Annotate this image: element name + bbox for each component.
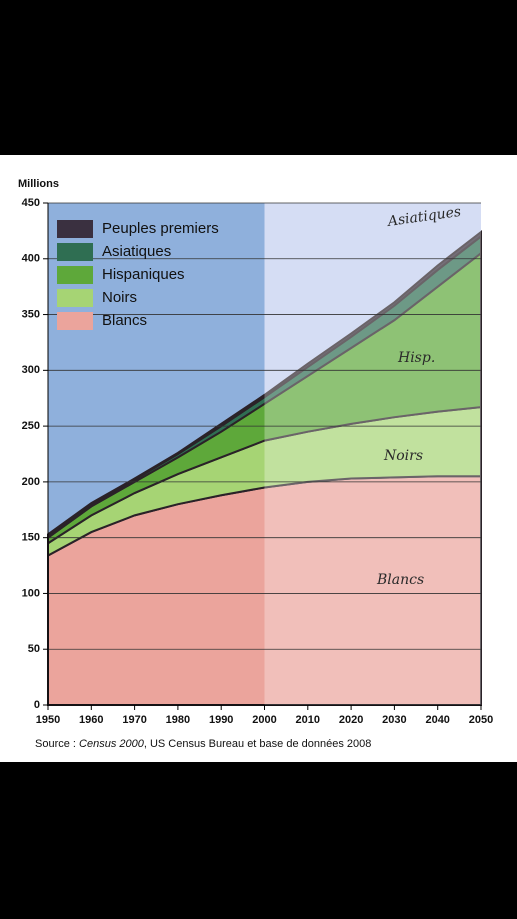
legend-swatch <box>57 243 93 261</box>
legend-label: Hispaniques <box>102 266 185 283</box>
source-prefix: Source : <box>35 738 79 750</box>
legend-swatch <box>57 266 93 284</box>
x-tick-label: 1990 <box>209 714 233 726</box>
legend-swatch <box>57 220 93 238</box>
legend-swatch <box>57 289 93 307</box>
area <box>47 229 482 538</box>
projection-overlay <box>264 203 481 705</box>
legend-swatch <box>57 312 93 330</box>
x-tick-label: 2050 <box>469 714 493 726</box>
y-tick-label: 100 <box>22 587 40 599</box>
legend-label: Asiatiques <box>102 243 171 260</box>
legend-label: Peuples premiers <box>102 220 219 237</box>
y-tick-label: 200 <box>22 476 40 488</box>
source-italic: Census 2000 <box>79 738 145 750</box>
x-tick-label: 1950 <box>36 714 60 726</box>
x-tick-label: 2000 <box>252 714 276 726</box>
y-tick-label: 300 <box>22 364 40 376</box>
x-tick-label: 2040 <box>425 714 449 726</box>
x-tick-label: 2010 <box>296 714 320 726</box>
x-tick-label: 2030 <box>382 714 406 726</box>
annotation: Blancs <box>376 572 424 588</box>
x-tick-label: 1970 <box>122 714 146 726</box>
y-tick-label: 0 <box>34 699 40 711</box>
x-tick-label: 1960 <box>79 714 103 726</box>
y-tick-label: 350 <box>22 308 40 320</box>
x-tick-label: 2020 <box>339 714 363 726</box>
y-unit-label: Millions <box>18 178 59 190</box>
annotation: Hisp. <box>397 350 435 366</box>
y-tick-label: 250 <box>22 420 40 432</box>
x-tick-label: 1980 <box>166 714 190 726</box>
annotation: Noirs <box>383 448 423 464</box>
plot: 0 50 100 150 200 250 300 350 400 450 1950 1960 1970 1… <box>22 197 494 726</box>
y-tick-label: 150 <box>22 532 40 544</box>
y-tick-label: 450 <box>22 197 40 209</box>
legend-label: Blancs <box>102 312 147 329</box>
y-tick-label: 50 <box>28 643 40 655</box>
y-tick-label: 400 <box>22 253 40 265</box>
source: Source : Census 2000, US Census Bureau e… <box>35 738 371 750</box>
legend-label: Noirs <box>102 289 137 306</box>
source-suffix: , US Census Bureau et base de données 20… <box>144 738 372 750</box>
